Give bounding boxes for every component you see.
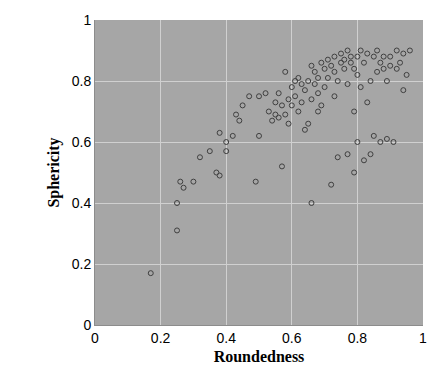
svg-text:0.4: 0.4: [216, 330, 236, 346]
svg-text:0.4: 0.4: [72, 195, 92, 211]
svg-text:0.6: 0.6: [282, 330, 302, 346]
svg-text:1: 1: [419, 330, 427, 346]
svg-text:0.8: 0.8: [348, 330, 368, 346]
svg-text:Sphericity: Sphericity: [45, 137, 63, 207]
svg-text:0: 0: [83, 317, 91, 333]
svg-text:0.2: 0.2: [72, 256, 92, 272]
svg-text:0.8: 0.8: [72, 73, 92, 89]
svg-text:0.2: 0.2: [151, 330, 171, 346]
svg-text:0: 0: [91, 330, 99, 346]
svg-text:0.6: 0.6: [72, 134, 92, 150]
svg-text:1: 1: [83, 12, 91, 28]
svg-text:Roundedness: Roundedness: [214, 348, 305, 365]
